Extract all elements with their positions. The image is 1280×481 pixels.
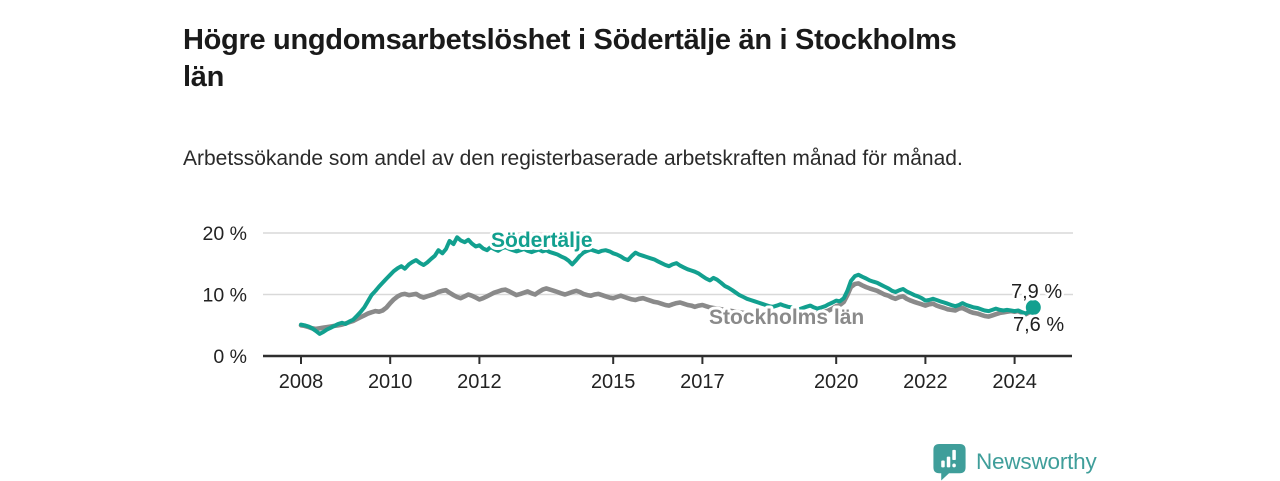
y-tick-label: 0 % [213,346,247,368]
series-line-sodertalje [299,235,1036,336]
page-title: Högre ungdomsarbetslöshet i Södertälje ä… [183,24,957,94]
end-value-label-stockholms-lan: 7,6 % [1013,314,1064,336]
newsworthy-badge-bar-chart-icon [933,443,966,481]
series-end-dot-sodertalje [1025,299,1041,315]
series-label-sodertalje: Södertälje [491,229,593,252]
y-tick-label: 20 % [203,223,247,245]
end-value-label-sodertalje: 7,9 % [1011,281,1062,303]
gridlines [263,232,1073,296]
newsworthy-branding: Newsworthy [932,443,1097,481]
chart-subtitle: Arbetssökande som andel av den registerb… [183,147,963,170]
brand-name: Newsworthy [976,448,1097,474]
x-tick-label: 2017 [680,371,725,393]
x-tick-label: 2015 [591,371,636,393]
x-tick-label: 2022 [903,371,948,393]
x-tick-label: 2024 [992,371,1037,393]
x-tick-label: 2012 [457,371,502,393]
x-tick-label: 2008 [279,371,324,393]
x-tick-label: 2020 [814,371,859,393]
series-label-stockholms-lan: Stockholms län [709,306,864,329]
series-lines [298,235,1041,336]
chart-labels: Södertälje 7,9 % Stockholms län 7,6 % [488,226,1067,339]
x-tick-label: 2010 [368,371,413,393]
axis-tick-labels: 0 % 10 % 20 % 2008 2010 2012 2015 2017 2020 2022 2… [203,223,1037,393]
x-axis [263,354,1072,364]
y-tick-label: 10 % [203,285,247,307]
series-line-stockholms-lan [298,281,1036,332]
